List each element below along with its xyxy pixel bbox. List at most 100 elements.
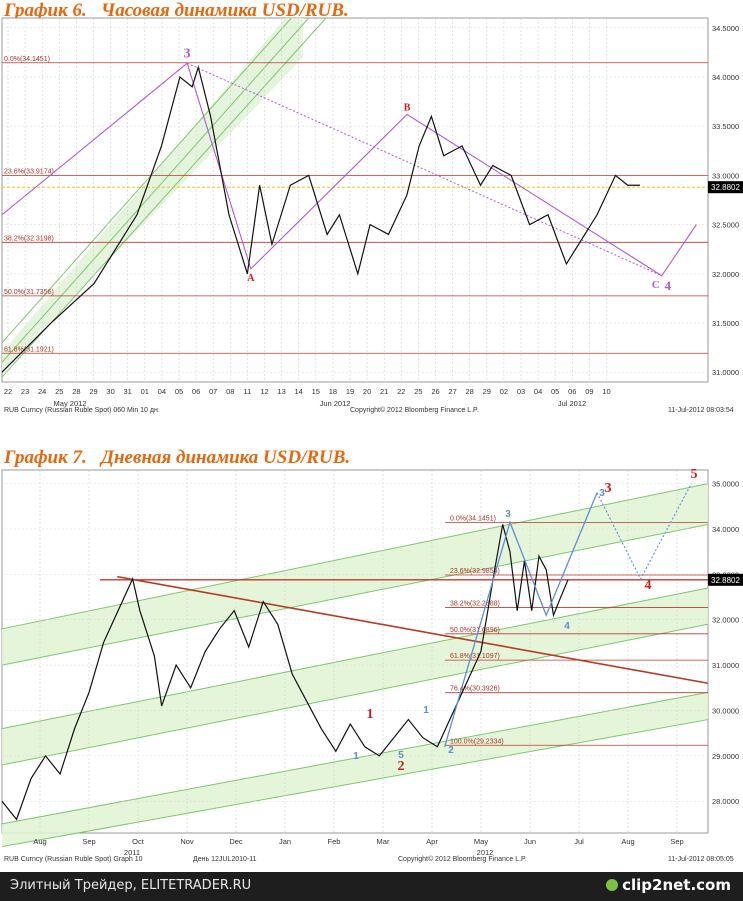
fib-level-label: 0.0%(34.1451): [450, 515, 496, 522]
footer-source-text: Элитный Трейдер, ELITETRADER.RU: [10, 878, 252, 893]
y-tick-label: 32.0000: [712, 616, 739, 625]
y-tick-label: 29.0000: [712, 752, 739, 761]
x-tick-label: 01: [141, 387, 149, 396]
y-tick-label: 34.5000: [712, 24, 739, 33]
fib-level-label: 61.8%(31.1921): [4, 346, 54, 353]
x-tick-label: 06: [192, 387, 200, 396]
x-tick-label: 06: [568, 387, 576, 396]
last-price-box: [708, 181, 743, 194]
chart-6-title: График 6. Часовая динамика USD/RUB.: [4, 0, 349, 21]
x-tick-label: 04: [534, 387, 542, 396]
fib-level-label: 23.6%(33.9174): [4, 168, 54, 175]
x-tick-label: 24: [38, 387, 46, 396]
trend-channel-band: [2, 18, 303, 373]
x-tick-label: 21: [380, 387, 388, 396]
x-tick-label: 20: [363, 387, 371, 396]
y-tick-label: 33.5000: [712, 122, 739, 131]
x-tick-label: Nov: [180, 837, 194, 846]
fib-level-label: 23.6%(32.9855): [450, 568, 500, 575]
x-tick-label: 12: [260, 387, 268, 396]
x-tick-label: Aug: [33, 837, 46, 846]
x-tick-label: 04: [158, 387, 166, 396]
chart-footer-center: Copyright© 2012 Bloomberg Finance L.P.: [350, 406, 479, 414]
fib-level-label: 0.0%(34.1451): [4, 56, 50, 63]
fib-level-label: 38.2%(32.3198): [4, 235, 54, 242]
wave-label: B: [404, 102, 411, 113]
chart-6-hourly-usd-rub: 22 23 24 25 28 29 30 31 01 04 05 06 07 08 11 12 13 14 15 18…: [1, 17, 743, 414]
x-tick-label: Apr: [426, 837, 438, 846]
abc-trend-line: [186, 62, 662, 277]
x-tick-label: 25: [414, 387, 422, 396]
x-tick-label: 08: [226, 387, 234, 396]
fib-level-label: 50.0%(31.7356): [4, 289, 54, 296]
x-tick-label: Feb: [328, 837, 341, 846]
wave-label: 3: [184, 46, 191, 61]
wave-label: 4: [664, 278, 671, 293]
x-tick-label: 28: [466, 387, 474, 396]
chart-footer-center: Copyright© 2012 Bloomberg Finance L.P.: [398, 855, 527, 863]
fib-level-label: 100.0%(29.2334): [450, 738, 504, 745]
blue-wave-label: 5: [398, 750, 404, 761]
channel-line: [1, 719, 709, 848]
wave-label: C: [652, 279, 660, 291]
y-tick-label: 31.5000: [712, 319, 739, 328]
x-tick-label: 05: [175, 387, 183, 396]
blue-wave-label: 4: [564, 621, 570, 632]
channel-line: [1, 17, 310, 363]
x-year-label: 2011: [124, 848, 140, 857]
red-wave-label: 5: [691, 467, 698, 482]
x-tick-label: Jul: [574, 837, 584, 846]
clip2net-label: clip2net.com: [622, 876, 731, 894]
x-tick-label: 23: [21, 387, 29, 396]
y-tick-label: 34.0000: [712, 525, 739, 534]
chart-7-daily-usd-rub: Aug Sep Oct Nov Dec Jan Feb Mar Apr May Jun Jul Aug S…: [1, 467, 743, 863]
y-tick-label: 35.0000: [712, 480, 739, 489]
chart-footer-mid: День 12JUL2010-11: [193, 856, 257, 863]
x-tick-label: 28: [72, 387, 80, 396]
x-tick-label: Sep: [82, 837, 95, 846]
chart-footer-right: 11-Jul-2012 08:05:05: [668, 856, 734, 863]
x-month-label: Jul 2012: [558, 399, 586, 408]
channel-line: [1, 691, 709, 825]
y-tick-label: 30.0000: [712, 706, 739, 715]
last-price-label: 32.8802: [711, 576, 740, 585]
x-tick-label: 15: [312, 387, 320, 396]
x-month-label: Jun 2012: [320, 399, 351, 408]
x-tick-label: 22: [4, 387, 12, 396]
clip2net-icon: [606, 879, 619, 891]
x-tick-label: 29: [89, 387, 97, 396]
x-tick-label: Dec: [229, 837, 243, 846]
x-tick-label: May: [474, 837, 488, 846]
y-tick-label: 32.0000: [712, 270, 739, 279]
channel-line: [1, 587, 709, 730]
trend-channel-band: [2, 692, 708, 847]
fib-level-label: 50.0%(31.6896): [450, 627, 500, 634]
x-tick-label: 25: [55, 387, 63, 396]
x-tick-label: 13: [277, 387, 285, 396]
channel-line: [1, 623, 709, 766]
trend-channel-band: [2, 587, 708, 765]
x-tick-label: Mar: [377, 837, 390, 846]
x-tick-label: Jun: [524, 837, 536, 846]
clip2net-logo[interactable]: clip2net.com: [606, 876, 731, 894]
last-price-label: 32.8802: [711, 183, 740, 192]
y-tick-label: 32.5000: [712, 221, 739, 230]
red-wave-label: 2: [398, 759, 405, 774]
red-wave-label: 4: [645, 578, 652, 593]
x-tick-label: Aug: [621, 837, 634, 846]
blue-wave-label: 1: [423, 705, 429, 716]
fib-level-label: 61.8%(31.1097): [450, 653, 500, 660]
blue-wave-label: 3: [599, 488, 605, 499]
channel-line: [1, 17, 292, 343]
blue-wave-label: 3: [505, 509, 511, 520]
blue-wave-label: 1: [353, 751, 359, 762]
blue-wave-projection: [596, 483, 692, 581]
red-trend-line: [117, 575, 709, 685]
x-tick-label: 26: [431, 387, 439, 396]
x-tick-label: Oct: [132, 837, 145, 846]
x-month-label: May 2012: [54, 399, 87, 408]
blue-wave-path: [444, 492, 598, 747]
x-tick-label: 11: [244, 387, 252, 396]
chart-footer-right: 11-Jul-2012 08:03:54: [668, 407, 734, 414]
x-tick-label: 14: [295, 387, 303, 396]
